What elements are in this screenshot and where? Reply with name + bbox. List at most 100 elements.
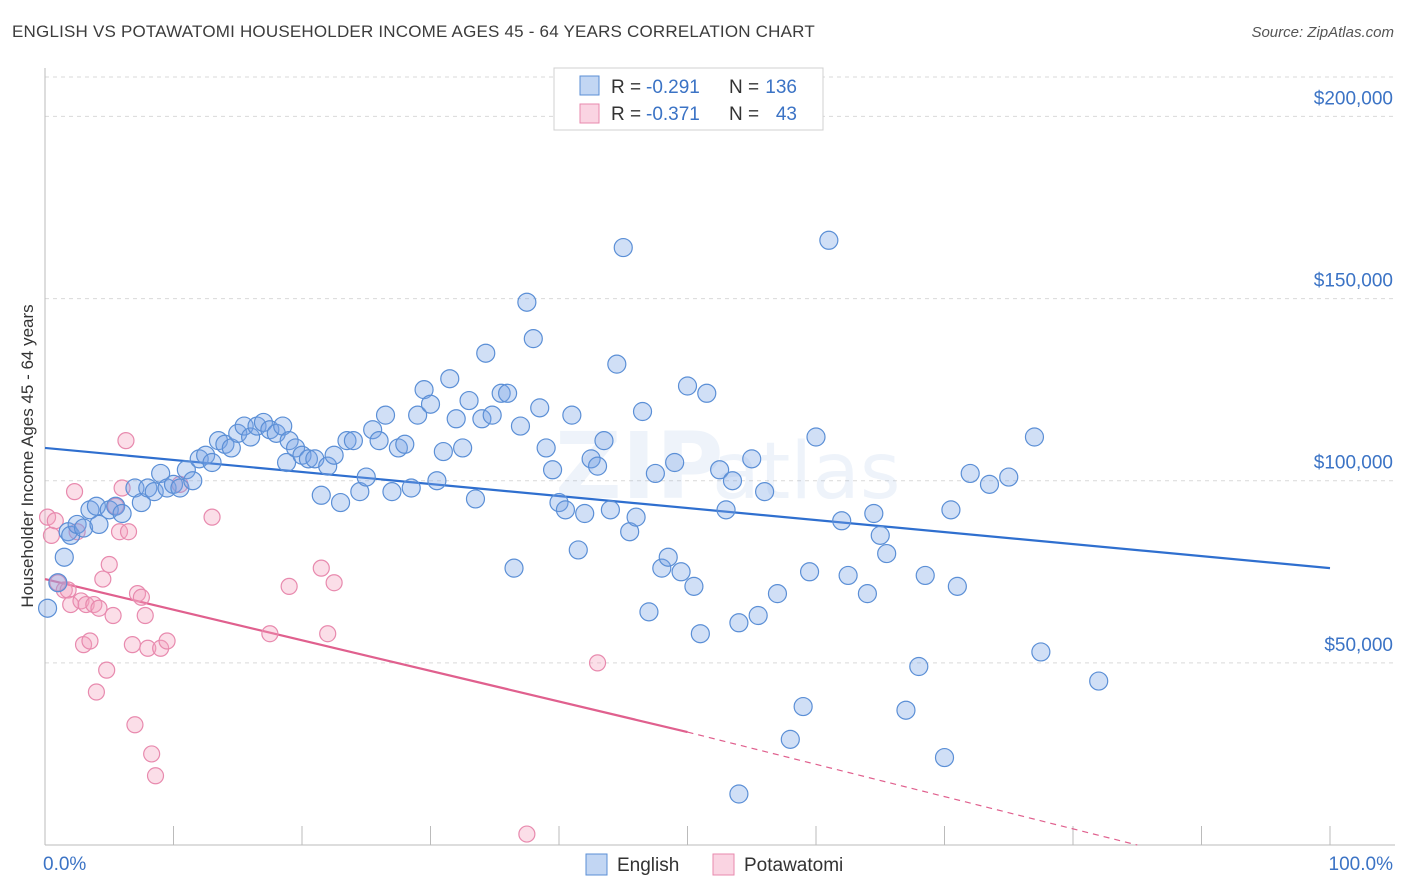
potawatomi-point: [107, 497, 125, 515]
english-point: [581, 449, 601, 469]
stats-potawatomi-r-value: -0.371: [646, 104, 700, 125]
potawatomi-point: [139, 639, 157, 657]
english-point: [241, 427, 261, 447]
potawatomi-point: [55, 581, 73, 599]
english-point: [285, 438, 306, 458]
english-point: [343, 431, 363, 451]
english-point: [382, 482, 402, 502]
english-point: [183, 471, 203, 491]
potawatomi-point: [119, 523, 138, 541]
english-point: [549, 492, 569, 513]
english-point: [632, 401, 653, 422]
english-point: [1024, 427, 1045, 447]
chart-source: Source: ZipAtlas.com: [1251, 24, 1394, 41]
x-tick-label-max: 100.0%: [1329, 854, 1394, 875]
potawatomi-point: [117, 432, 135, 450]
english-point: [838, 565, 858, 586]
stats-potawatomi-n-value: 43: [776, 104, 797, 125]
stats-english-r-label: R =: [611, 77, 641, 98]
english-point: [89, 514, 109, 535]
english-point: [472, 409, 492, 429]
potawatomi-point: [94, 570, 112, 588]
english-point: [658, 547, 678, 567]
english-point: [729, 784, 749, 804]
english-point: [54, 547, 74, 567]
english-point: [163, 474, 184, 494]
english-point: [960, 463, 980, 484]
english-point: [517, 292, 537, 312]
english-point: [780, 729, 800, 749]
english-point: [806, 427, 826, 447]
stats-potawatomi-r-label: R =: [611, 104, 641, 125]
trend-layer: [44, 446, 1331, 846]
potawatomi-trend-extension: [687, 731, 1138, 846]
english-point: [196, 445, 216, 465]
english-point: [482, 405, 502, 425]
english-point: [459, 390, 479, 411]
stats-english-r-value: -0.291: [646, 77, 700, 98]
english-point: [915, 565, 935, 586]
potawatomi-point: [98, 661, 116, 679]
potawatomi-point: [65, 483, 84, 501]
english-point: [388, 438, 408, 458]
potawatomi-point: [42, 526, 61, 544]
english-point: [819, 230, 839, 250]
english-point: [607, 354, 627, 374]
english-point: [420, 394, 441, 414]
potawatomi-point: [312, 559, 330, 577]
english-point: [37, 598, 58, 618]
english-point: [677, 376, 698, 396]
english-point: [729, 613, 749, 633]
english-point: [722, 471, 743, 491]
english-point: [536, 438, 556, 458]
english-point: [189, 449, 209, 469]
potawatomi-point: [90, 599, 108, 617]
y-tick-label: $150,000: [1314, 271, 1393, 292]
english-point: [710, 460, 730, 480]
english-point: [318, 456, 338, 476]
english-point: [587, 456, 608, 476]
legend-swatch-potawatomi: [712, 853, 735, 876]
english-point: [555, 500, 576, 520]
english-point: [311, 485, 331, 505]
english-point: [613, 237, 633, 258]
english-point: [99, 500, 119, 520]
series-legend: English Potawatomi: [585, 853, 843, 876]
potawatomi-point: [104, 606, 122, 625]
english-point: [260, 420, 280, 440]
english-point: [626, 507, 646, 527]
potawatomi-point: [158, 632, 176, 650]
stats-potawatomi-n-label: N =: [729, 104, 759, 125]
english-point: [433, 441, 453, 462]
chart-title: ENGLISH VS POTAWATOMI HOUSEHOLDER INCOME…: [12, 22, 815, 41]
english-point: [276, 452, 297, 473]
english-point: [138, 478, 158, 498]
stats-legend: R = -0.291 N = 136 R = -0.371 N = 43: [553, 67, 824, 131]
english-point: [742, 449, 762, 469]
y-axis-label: Householder Income Ages 45 - 64 years: [18, 304, 37, 607]
legend-swatch-english: [585, 853, 608, 876]
english-point: [934, 747, 955, 768]
english-point: [176, 460, 196, 480]
english-point: [530, 398, 550, 418]
english-point: [80, 500, 100, 520]
english-point: [1031, 642, 1051, 662]
english-point: [446, 409, 466, 429]
english-point: [767, 584, 788, 604]
english-point: [228, 423, 248, 443]
y-tick-label: $200,000: [1314, 88, 1393, 109]
english-point: [652, 558, 672, 578]
english-point: [73, 518, 94, 538]
potawatomi-point: [319, 625, 337, 643]
english-point: [48, 573, 68, 593]
english-point: [337, 431, 357, 451]
english-point: [408, 405, 428, 425]
english-point: [330, 492, 351, 513]
english-point: [453, 438, 473, 458]
english-point: [799, 562, 820, 582]
potawatomi-point: [325, 574, 343, 592]
english-point: [498, 383, 518, 403]
english-point: [909, 656, 929, 677]
potawatomi-point: [143, 745, 161, 763]
legend-label-potawatomi: Potawatomi: [744, 855, 843, 876]
